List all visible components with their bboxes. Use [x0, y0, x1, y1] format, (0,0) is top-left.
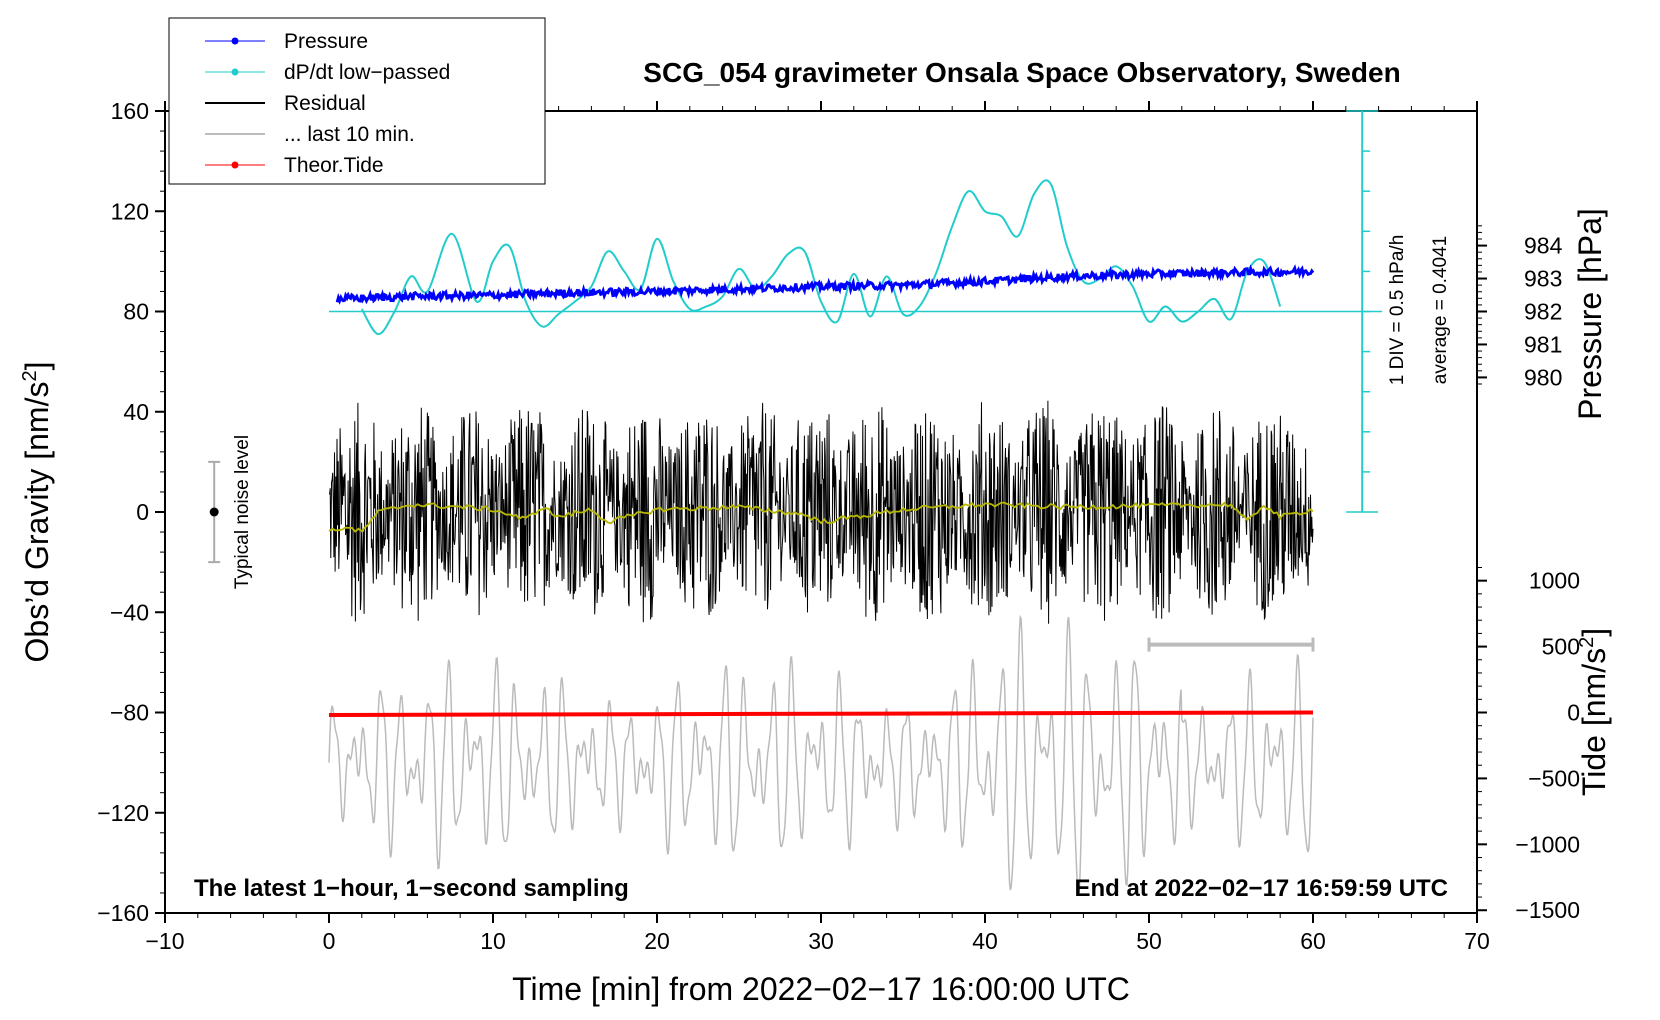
average-label: average = 0.4041 [1430, 236, 1451, 384]
annotation-marks [208, 110, 1383, 652]
tide-label-end: ] [1576, 628, 1612, 637]
smoothed-residual-line [328, 501, 1314, 533]
pressure-tick-label: 984 [1524, 233, 1563, 259]
x-tick-label: 60 [1300, 928, 1326, 954]
y-left-tick-label: −80 [110, 700, 149, 726]
tide-tick-label: 0 [1567, 700, 1580, 726]
last-10-min-line [328, 614, 1314, 896]
pressure-tick-label: 983 [1524, 266, 1562, 292]
theor-tide-line [328, 710, 1314, 718]
legend-box [168, 17, 546, 185]
y-left-tick-label: 0 [136, 499, 149, 525]
y-axis-tide-label: Tide [nm/s2] [1576, 628, 1612, 796]
y-left-tick-label: 120 [111, 198, 149, 224]
y-left-tick-label: 40 [123, 399, 149, 425]
legend-marker [231, 68, 239, 76]
x-tick-label: 0 [323, 928, 336, 954]
legend: Pressure dP/dt low−passed Residual ... last… [168, 17, 546, 185]
legend-marker [231, 37, 239, 45]
pressure-tick-label: 980 [1524, 364, 1562, 390]
y-axis-pressure-label: Pressure [hPa] [1572, 208, 1608, 420]
x-tick-label: 40 [972, 928, 998, 954]
x-tick-label: 50 [1136, 928, 1162, 954]
sampling-note: The latest 1−hour, 1−second sampling [194, 875, 629, 902]
legend-label: ... last 10 min. [284, 123, 415, 146]
tide-tick-label: −1000 [1515, 831, 1580, 857]
y-left-tick-label: −160 [97, 900, 149, 926]
x-tick-label: −10 [145, 928, 184, 954]
tide-label-main: Tide [nm/s [1576, 648, 1612, 796]
x-axis-label: Time [min] from 2022−02−17 16:00:00 UTC [512, 971, 1130, 1007]
x-tick-label: 70 [1464, 928, 1490, 954]
series-layer [328, 179, 1315, 896]
y-left-tick-label: −40 [110, 599, 149, 625]
y-axis-left-label: Obs’d Gravity [nm/s2] [19, 362, 55, 663]
y-left-label-end: ] [19, 362, 55, 371]
tide-tick-label: −500 [1528, 765, 1580, 791]
y-left-tick-label: −120 [97, 800, 149, 826]
noise-level-label: Typical noise level [232, 435, 253, 589]
legend-items: Pressure dP/dt low−passed Residual ... last… [205, 30, 450, 177]
x-tick-label: 30 [808, 928, 834, 954]
legend-label: Pressure [284, 30, 368, 53]
pressure-tick-label: 981 [1524, 331, 1562, 357]
legend-label: dP/dt low−passed [284, 61, 450, 84]
chart-title: SCG_054 gravimeter Onsala Space Observat… [643, 57, 1400, 88]
tide-tick-label: −1500 [1515, 897, 1580, 923]
x-tick-label: 20 [644, 928, 670, 954]
pressure-line [335, 264, 1315, 305]
y-left-label-main: Obs’d Gravity [nm/s [19, 382, 55, 663]
axis-ticks: −10 0 10 20 30 40 50 60 70 −160 −120 −80 −40 0 40 80 120… [97, 98, 1580, 954]
tide-label-sup: 2 [1576, 637, 1598, 648]
tide-tick-label: 1000 [1529, 568, 1580, 594]
legend-marker [231, 161, 239, 169]
end-time-note: End at 2022−02−17 16:59:59 UTC [1074, 875, 1448, 902]
legend-label: Theor.Tide [284, 154, 384, 177]
y-left-tick-label: 160 [111, 98, 149, 124]
legend-label: Residual [284, 92, 366, 115]
dpdt-line [360, 179, 1282, 336]
y-left-label-sup: 2 [19, 370, 41, 381]
x-tick-label: 10 [480, 928, 506, 954]
noise-bar-dot [209, 507, 219, 517]
pressure-tick-label: 982 [1524, 299, 1562, 325]
div-scale-label: 1 DIV = 0.5 hPa/h [1387, 235, 1408, 386]
tide-tick-label: 500 [1542, 634, 1580, 660]
residual-line [328, 400, 1314, 624]
y-left-tick-label: 80 [123, 299, 149, 325]
